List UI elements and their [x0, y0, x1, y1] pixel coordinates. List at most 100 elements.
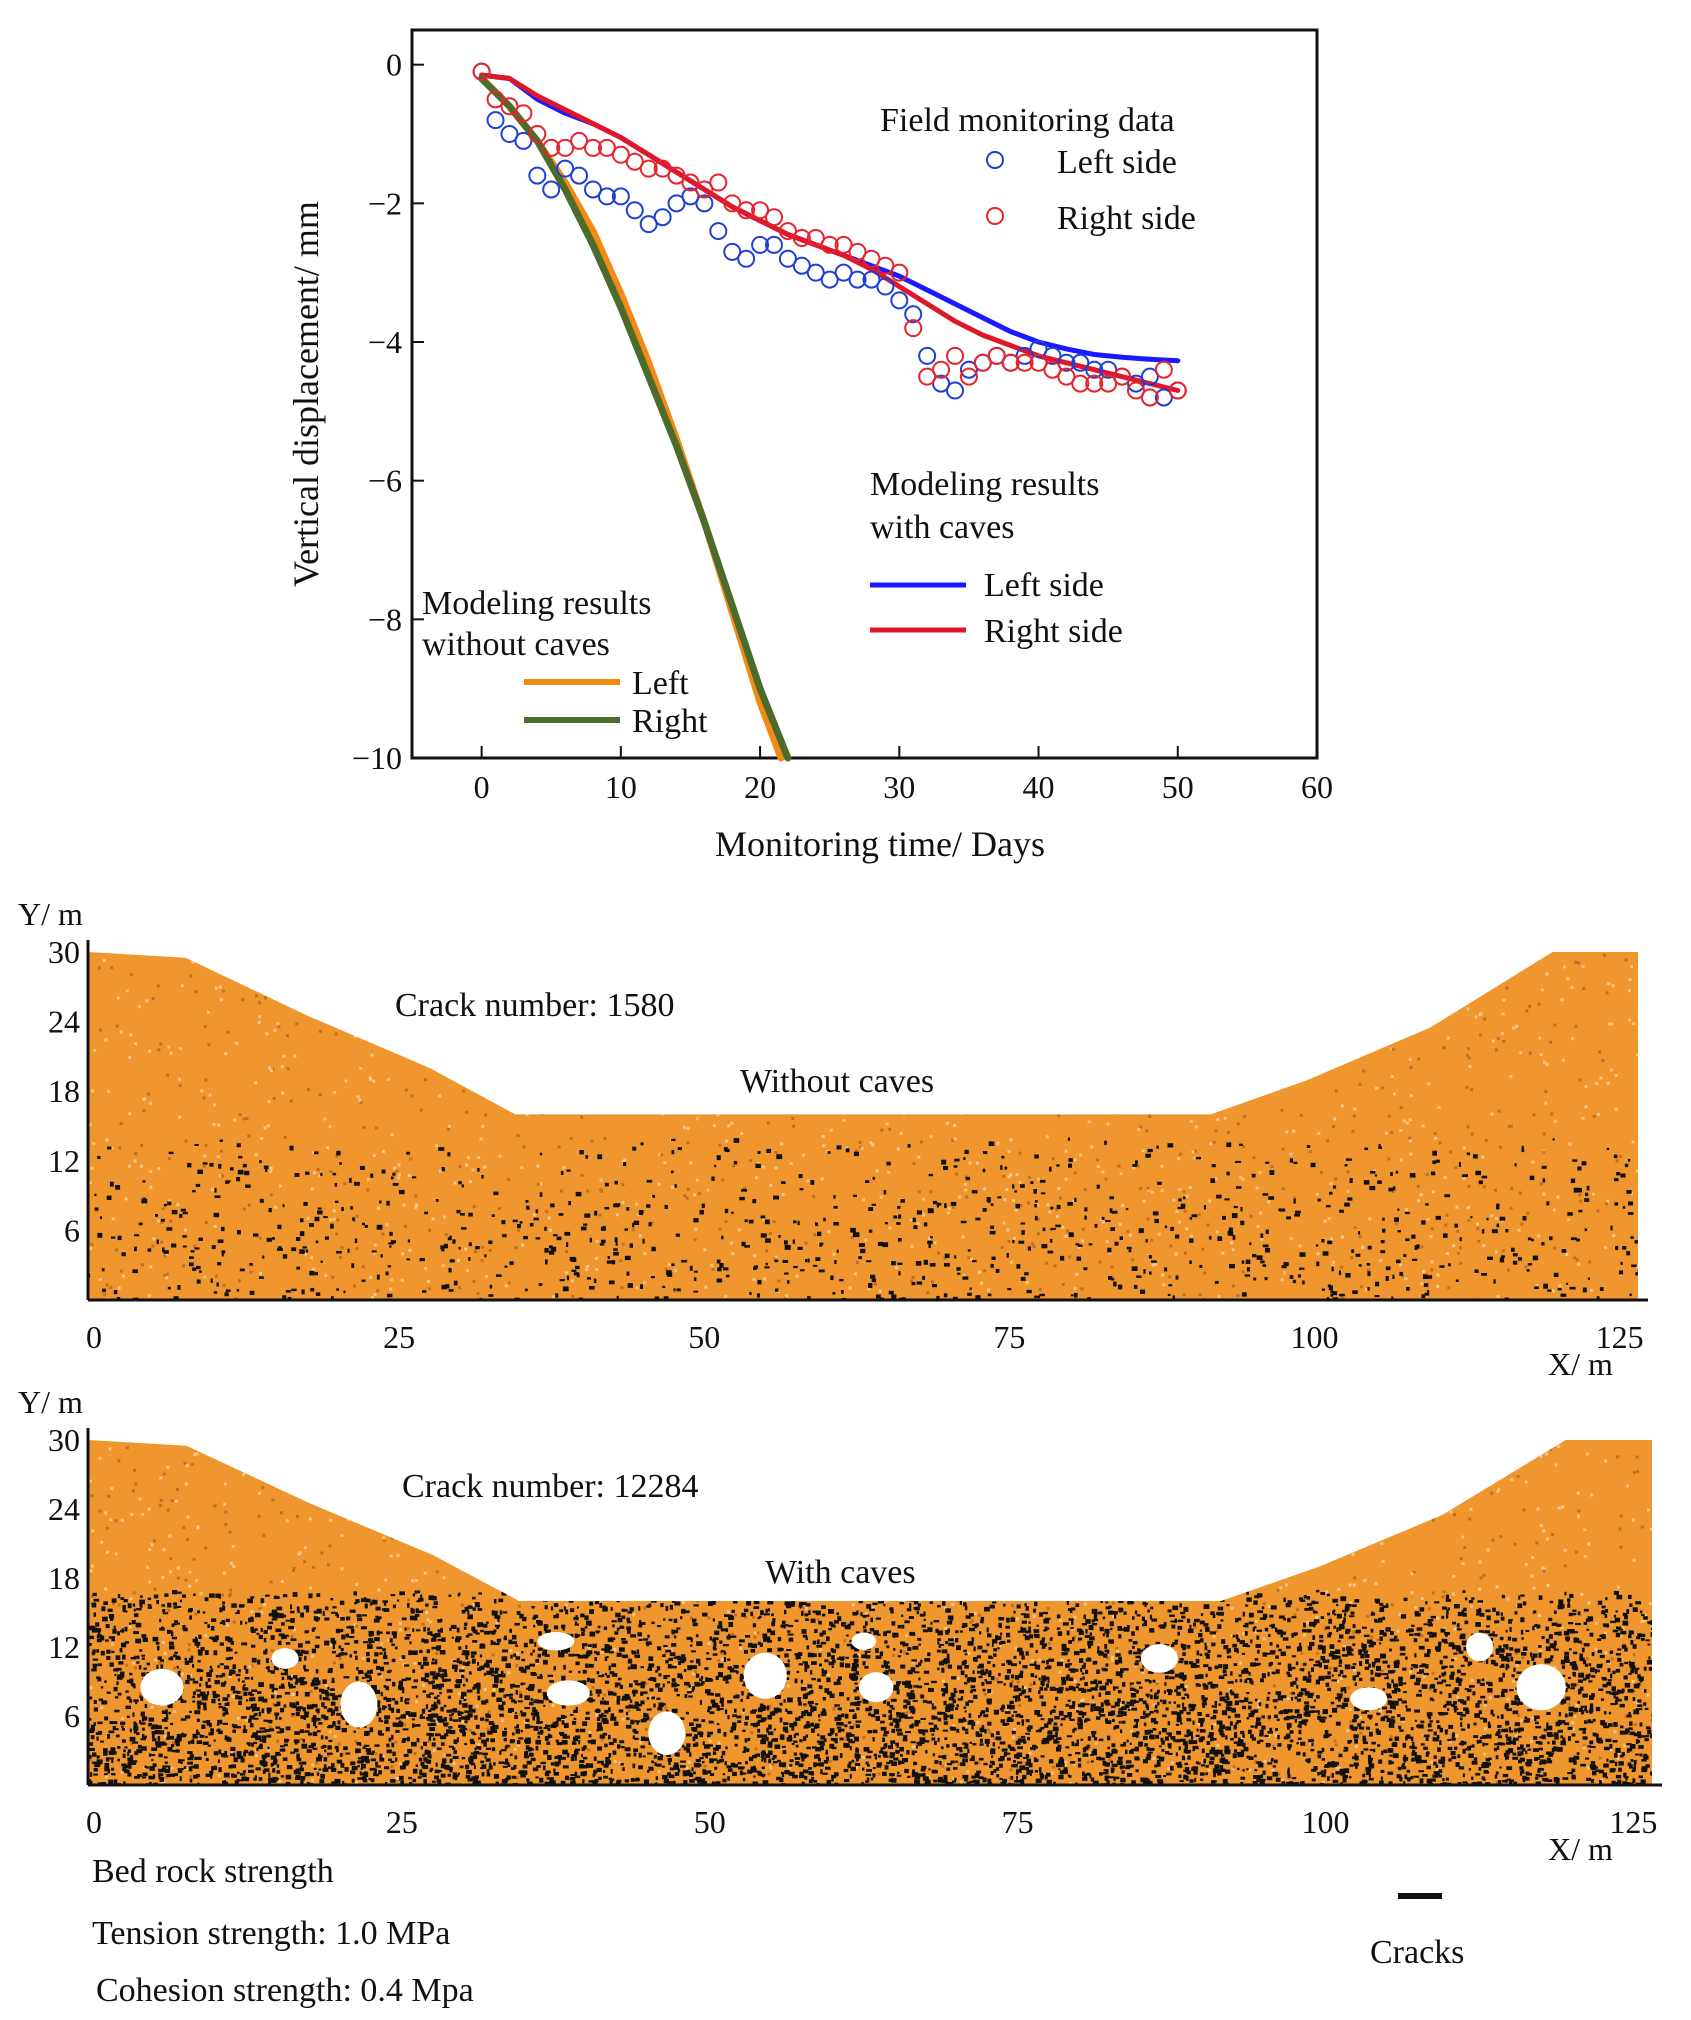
footnote: Bed rock strength Tension strength: 1.0 …	[92, 1853, 1464, 2009]
cave	[1140, 1644, 1178, 1673]
scatter-point	[1015, 353, 1034, 372]
scatter-point	[570, 131, 589, 150]
scatter-point	[1043, 346, 1062, 365]
scatter-point	[528, 125, 547, 143]
scatter-point	[834, 263, 853, 282]
model-with-caves: 0 25 50 75 100 125 30 24 18 12 6 Y/ m X/ m Crack n…	[18, 1384, 1662, 1867]
scatter-point	[1140, 388, 1159, 407]
scatter-point	[472, 62, 491, 81]
cave	[1516, 1664, 1566, 1711]
scatter-point	[611, 187, 630, 206]
scatter-point	[695, 180, 714, 199]
scatter-point	[848, 242, 867, 261]
cave	[271, 1648, 299, 1669]
scatter-point	[667, 166, 686, 185]
x-tick-label: 0	[474, 769, 490, 805]
x-tick-label: 100	[1301, 1804, 1349, 1840]
scatter-point	[1071, 353, 1090, 372]
scatter-point	[1057, 367, 1076, 386]
crack-number-annotation: Crack number: 1580	[395, 987, 675, 1024]
scatter-point	[681, 173, 700, 192]
y-axis-label: Y/ m	[18, 1384, 83, 1420]
y-tick-label: −10	[352, 740, 402, 776]
cave	[1350, 1687, 1388, 1711]
scatter-point	[723, 194, 742, 213]
legend-nocaves-right: Right	[632, 703, 708, 740]
scatter-point	[959, 360, 978, 379]
displacement-chart: 0 10 20 30 40 50 60 0 −2 −4 −6 −8 −10 Vertical displ…	[286, 28, 1333, 864]
scatter-point	[792, 256, 811, 275]
x-tick-label: 100	[1290, 1319, 1338, 1355]
x-tick-label: 30	[883, 769, 915, 805]
y-tick-label: 0	[386, 47, 402, 83]
series-line-4	[479, 72, 1181, 393]
scatter-point	[751, 235, 770, 254]
legend-field-left-marker	[986, 151, 1004, 169]
scatter-point	[500, 97, 519, 116]
legend-nocaves-title-1: Modeling results	[422, 585, 651, 622]
cave	[1466, 1632, 1494, 1662]
scatter-point	[1071, 374, 1090, 393]
scatter-point	[1113, 367, 1132, 386]
scatter-point	[946, 346, 964, 365]
y-tick-label: 18	[48, 1560, 80, 1596]
scatter-point	[695, 194, 714, 213]
y-tick-label: −6	[368, 463, 402, 499]
scatter-point	[778, 249, 797, 268]
cave	[851, 1632, 877, 1650]
x-tick-label: 10	[605, 769, 637, 805]
scatter-point	[709, 222, 728, 241]
rock-texture	[88, 952, 1638, 1300]
scatter-point	[1029, 339, 1048, 358]
y-tick-label: −2	[368, 185, 402, 221]
x-tick-label: 50	[694, 1804, 726, 1840]
x-axis-label: Monitoring time/ Days	[715, 824, 1045, 864]
scatter-point	[1015, 346, 1034, 365]
cave	[537, 1632, 575, 1651]
cracks-legend-label: Cracks	[1370, 1934, 1464, 1971]
y-tick-label: 30	[48, 1422, 80, 1458]
scatter-point	[820, 235, 839, 254]
cohesion-strength-label: Cohesion strength: 0.4 Mpa	[96, 1972, 474, 2009]
scatter-point	[667, 194, 686, 213]
scatter-point	[1168, 381, 1187, 400]
scatter-point	[486, 111, 505, 130]
scatter-point	[1085, 360, 1104, 379]
scatter-point	[1154, 388, 1173, 407]
scatter-point	[653, 208, 672, 227]
rock-mass	[88, 952, 1638, 1300]
scatter-point	[542, 138, 561, 157]
y-tick-label: 24	[48, 1491, 80, 1527]
scatter-point	[946, 381, 964, 400]
scatter-point	[904, 319, 923, 338]
x-axis-label: X/ m	[1548, 1346, 1613, 1382]
scatter-point	[1099, 360, 1118, 379]
cave	[340, 1681, 378, 1728]
model-without-caves: 0 25 50 75 100 125 30 24 18 12 6 Y/ m X/ m Crack n…	[18, 896, 1648, 1382]
scatter-point	[876, 256, 895, 275]
legend-nocaves-title-2: without caves	[422, 626, 610, 663]
scatter-point	[639, 215, 658, 234]
scatter-point	[806, 229, 825, 247]
scatter-point	[514, 131, 533, 150]
scatter-point	[709, 173, 728, 192]
x-tick-label: 20	[744, 769, 776, 805]
crack-number-annotation: Crack number: 12284	[402, 1468, 699, 1505]
tension-strength-label: Tension strength: 1.0 MPa	[92, 1915, 450, 1952]
scatter-point	[500, 125, 519, 143]
scatter-point	[765, 208, 783, 227]
scatter-point	[904, 305, 923, 324]
x-tick-label: 50	[688, 1319, 720, 1355]
crack-field	[88, 1137, 1638, 1300]
scatter-point	[820, 270, 839, 289]
legend-caves-title-2: with caves	[870, 509, 1014, 546]
scatter-point	[1154, 360, 1173, 379]
scatter-point	[723, 242, 742, 261]
cave	[140, 1668, 184, 1706]
scatter-point	[862, 270, 881, 289]
y-tick-label: 6	[64, 1212, 80, 1248]
x-tick-label: 0	[86, 1804, 102, 1840]
scatter-point	[959, 367, 978, 386]
series-line-6	[478, 75, 792, 762]
scatter-point	[918, 346, 937, 365]
